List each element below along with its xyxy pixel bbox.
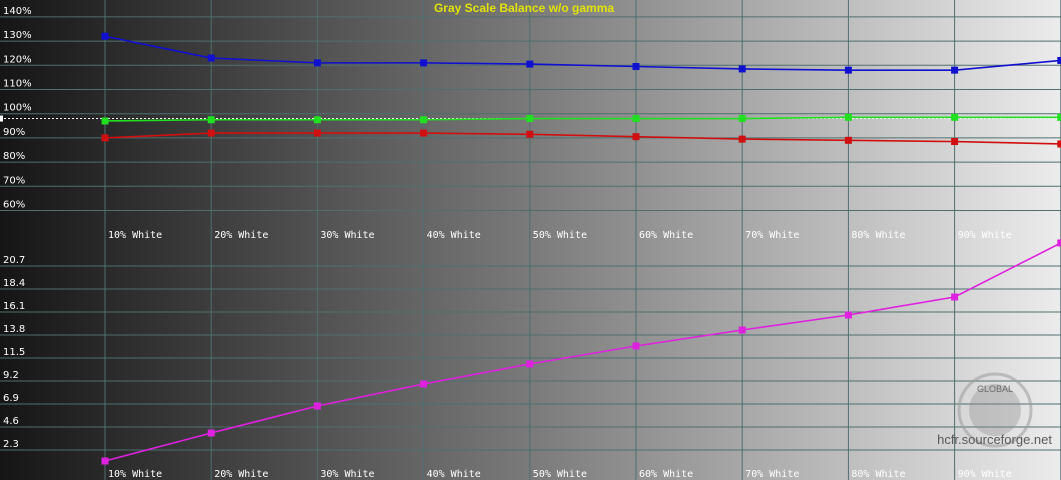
x-category-label: 90% White: [958, 230, 1012, 241]
data-point-marker: [844, 136, 852, 144]
y-tick-label-value: 6.9: [3, 393, 19, 404]
data-point-marker: [1057, 140, 1061, 148]
data-point-marker: [101, 457, 109, 465]
data-point-marker: [207, 429, 215, 437]
data-point-marker: [207, 129, 215, 137]
data-point-marker: [101, 117, 109, 125]
data-point-marker: [420, 116, 428, 124]
x-category-label: 30% White: [320, 469, 374, 480]
category-labels: 10% White 20% White 30% White 40% White 50% …: [108, 230, 1012, 480]
y-tick-label-value: 13.8: [3, 324, 25, 335]
data-point-marker: [101, 134, 109, 142]
y-tick-label-value: 4.6: [3, 416, 19, 427]
data-point-marker: [738, 326, 746, 334]
data-point-marker: [632, 133, 640, 141]
data-point-marker: [1057, 239, 1061, 247]
data-point-marker: [844, 113, 852, 121]
chart-title: Gray Scale Balance w/o gamma: [434, 1, 614, 15]
y-tick-label-percent: 100%: [3, 103, 32, 114]
series-line: [104, 242, 1061, 462]
watermark: hcfr.sourceforge.net: [937, 432, 1052, 447]
x-category-label: 20% White: [214, 230, 268, 241]
data-point-marker: [632, 63, 640, 71]
data-point-marker: [313, 402, 321, 410]
data-point-marker: [951, 293, 959, 301]
x-category-label: 70% White: [745, 469, 799, 480]
x-category-label: 80% White: [851, 230, 905, 241]
series-layer: [101, 32, 1061, 465]
y-tick-label-percent: 110%: [3, 79, 32, 90]
y-tick-label-value: 20.7: [3, 255, 25, 266]
y-tick-label-percent: 60%: [3, 200, 25, 211]
data-point-marker: [1057, 113, 1061, 121]
data-point-marker: [313, 59, 321, 67]
data-point-marker: [420, 380, 428, 388]
x-category-label: 40% White: [427, 230, 481, 241]
y-tick-label-value: 11.5: [3, 347, 25, 358]
y-tick-label-percent: 130%: [3, 30, 32, 41]
data-point-marker: [1057, 56, 1061, 64]
global-logo: GLOBAL: [957, 372, 1033, 448]
series-line: [104, 132, 1061, 145]
x-category-label: 60% White: [639, 469, 693, 480]
series-line: [104, 116, 1061, 122]
data-point-marker: [738, 65, 746, 73]
x-category-label: 50% White: [533, 469, 587, 480]
data-point-marker: [844, 311, 852, 319]
data-point-marker: [951, 138, 959, 146]
data-point-marker: [313, 129, 321, 137]
y-tick-label-percent: 120%: [3, 54, 32, 65]
data-point-marker: [632, 115, 640, 123]
y-tick-label-value: 18.4: [3, 278, 25, 289]
y-tick-label-value: 16.1: [3, 301, 25, 312]
data-point-marker: [844, 66, 852, 74]
x-category-label: 10% White: [108, 469, 162, 480]
data-point-marker: [951, 66, 959, 74]
data-point-marker: [526, 115, 534, 123]
data-point-marker: [313, 116, 321, 124]
data-point-marker: [738, 135, 746, 143]
tick-labels: 60% 70% 80% 90% 100% 110% 120% 130% 140% 2.3 4.6 6.…: [3, 6, 32, 450]
series-line: [104, 35, 1061, 71]
data-point-marker: [632, 342, 640, 350]
y-tick-label-percent: 140%: [3, 6, 32, 17]
x-category-label: 50% White: [533, 230, 587, 241]
data-point-marker: [526, 360, 534, 368]
data-point-marker: [101, 32, 109, 40]
x-category-label: 70% White: [745, 230, 799, 241]
data-point-marker: [207, 116, 215, 124]
x-category-label: 90% White: [958, 469, 1012, 480]
x-category-label: 60% White: [639, 230, 693, 241]
y-tick-label-value: 9.2: [3, 370, 19, 381]
logo-text: GLOBAL: [977, 384, 1013, 394]
y-tick-label-percent: 70%: [3, 175, 25, 186]
data-point-marker: [420, 129, 428, 137]
reference-marker: [0, 115, 3, 122]
data-point-marker: [526, 60, 534, 68]
data-point-marker: [951, 113, 959, 121]
x-category-label: 20% White: [214, 469, 268, 480]
y-tick-label-percent: 90%: [3, 127, 25, 138]
data-point-marker: [420, 59, 428, 67]
x-category-label: 80% White: [851, 469, 905, 480]
x-category-label: 10% White: [108, 230, 162, 241]
data-point-marker: [738, 115, 746, 123]
y-tick-label-percent: 80%: [3, 151, 25, 162]
y-tick-label-value: 2.3: [3, 439, 19, 450]
x-category-label: 40% White: [427, 469, 481, 480]
data-point-marker: [207, 54, 215, 62]
x-category-label: 30% White: [320, 230, 374, 241]
data-point-marker: [526, 130, 534, 138]
